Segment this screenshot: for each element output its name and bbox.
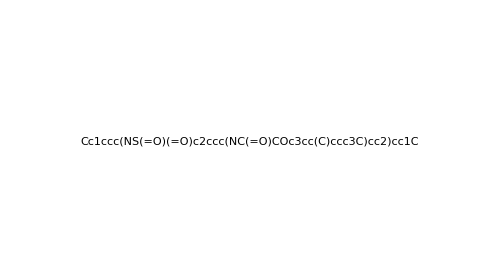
- Text: Cc1ccc(NS(=O)(=O)c2ccc(NC(=O)COc3cc(C)ccc3C)cc2)cc1C: Cc1ccc(NS(=O)(=O)c2ccc(NC(=O)COc3cc(C)cc…: [81, 136, 419, 146]
